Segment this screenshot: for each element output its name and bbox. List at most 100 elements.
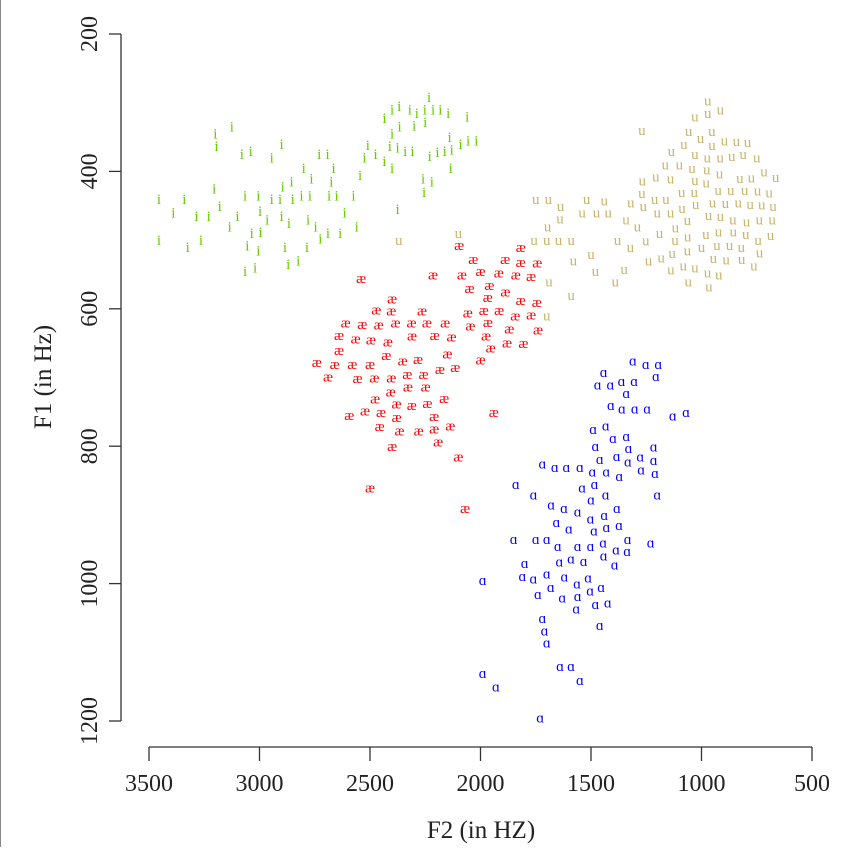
data-point: ɑ bbox=[625, 441, 633, 457]
data-point: æ bbox=[352, 371, 362, 387]
data-point: i bbox=[390, 161, 394, 177]
data-point: ɑ bbox=[521, 556, 529, 572]
data-point: u bbox=[758, 197, 766, 213]
data-point: ɑ bbox=[563, 460, 571, 476]
data-point: u bbox=[652, 169, 660, 185]
data-point: u bbox=[680, 137, 688, 153]
data-point: ɑ bbox=[565, 522, 573, 538]
data-point: i bbox=[228, 219, 232, 235]
data-point: u bbox=[684, 274, 692, 290]
data-point: æ bbox=[387, 291, 397, 307]
data-point: i bbox=[306, 212, 310, 228]
data-point: i bbox=[410, 144, 414, 160]
data-point: æ bbox=[500, 285, 510, 301]
data-point: i bbox=[309, 171, 313, 187]
data-point: i bbox=[213, 127, 217, 143]
data-point: i bbox=[296, 254, 300, 270]
data-point: u bbox=[555, 233, 563, 249]
data-point: i bbox=[446, 106, 450, 122]
data-point: u bbox=[543, 309, 551, 325]
data-point: u bbox=[639, 199, 647, 215]
data-point: i bbox=[280, 137, 284, 153]
data-point: ɑ bbox=[589, 422, 597, 438]
data-point: i bbox=[408, 103, 412, 119]
x-tick-label: 2500 bbox=[346, 771, 394, 797]
data-point: ɑ bbox=[624, 532, 632, 548]
data-point: æ bbox=[494, 303, 504, 319]
data-point: ɑ bbox=[586, 583, 594, 599]
data-point: u bbox=[754, 233, 762, 249]
data-point: æ bbox=[407, 328, 417, 344]
data-point: u bbox=[688, 161, 696, 177]
data-point: æ bbox=[323, 370, 333, 386]
data-point: u bbox=[726, 238, 734, 254]
data-point: æ bbox=[483, 290, 493, 306]
data-point: i bbox=[286, 257, 290, 273]
data-point: æ bbox=[376, 405, 386, 421]
data-point: ɑ bbox=[591, 597, 599, 613]
data-point: i bbox=[249, 144, 253, 160]
data-point: ɑ bbox=[669, 408, 677, 424]
data-point: ɑ bbox=[594, 377, 602, 393]
data-point: u bbox=[743, 215, 751, 231]
data-point: u bbox=[556, 212, 564, 228]
data-point: u bbox=[713, 238, 721, 254]
data-point: æ bbox=[500, 252, 510, 268]
data-point: æ bbox=[489, 405, 499, 421]
data-point: i bbox=[430, 175, 434, 191]
data-point: ɑ bbox=[650, 440, 658, 456]
data-point: ɑ bbox=[602, 464, 610, 480]
data-point: ɑ bbox=[556, 555, 564, 571]
data-point: u bbox=[656, 226, 664, 242]
data-point: ɑ bbox=[584, 570, 592, 586]
data-point: u bbox=[738, 252, 746, 268]
data-point: u bbox=[587, 247, 595, 263]
data-point: ɑ bbox=[567, 552, 575, 568]
data-point: u bbox=[754, 183, 762, 199]
data-point: ɑ bbox=[574, 539, 582, 555]
data-point: i bbox=[421, 171, 425, 187]
data-point: æ bbox=[457, 267, 467, 283]
data-point: u bbox=[715, 267, 723, 283]
data-point: ɑ bbox=[512, 477, 520, 493]
data-point: i bbox=[435, 145, 439, 161]
data-point: ɑ bbox=[604, 595, 612, 611]
data-point: u bbox=[698, 240, 706, 256]
data-point: æ bbox=[454, 238, 464, 254]
data-point: æ bbox=[428, 267, 438, 283]
data-point: u bbox=[690, 185, 698, 201]
data-point: ɑ bbox=[642, 357, 650, 373]
data-point: ɑ bbox=[650, 453, 658, 469]
data-point: u bbox=[691, 173, 699, 189]
data-point: ɑ bbox=[615, 518, 623, 534]
y-tick-label: 400 bbox=[77, 153, 103, 189]
data-point: æ bbox=[398, 354, 408, 370]
data-point: ɑ bbox=[611, 558, 619, 574]
data-point: i bbox=[157, 233, 161, 249]
data-point: æ bbox=[403, 380, 413, 396]
data-point: æ bbox=[463, 306, 473, 322]
data-point: u bbox=[654, 206, 662, 222]
data-point: u bbox=[722, 253, 730, 269]
data-point: æ bbox=[430, 328, 440, 344]
data-point: u bbox=[532, 192, 540, 208]
data-point: i bbox=[342, 206, 346, 222]
data-point: i bbox=[450, 142, 454, 158]
data-point: ɑ bbox=[590, 523, 598, 539]
data-point: æ bbox=[429, 422, 439, 438]
data-point: u bbox=[678, 185, 686, 201]
data-point: u bbox=[704, 151, 712, 167]
data-point: u bbox=[704, 94, 712, 110]
data-point: ɑ bbox=[576, 460, 584, 476]
data-point: u bbox=[567, 233, 575, 249]
data-point: ɑ bbox=[479, 666, 487, 682]
data-point: u bbox=[768, 212, 776, 228]
data-point: ɑ bbox=[612, 542, 620, 558]
data-point: u bbox=[627, 195, 635, 211]
data-point: u bbox=[620, 262, 628, 278]
data-point: æ bbox=[433, 435, 443, 451]
data-point: u bbox=[668, 144, 676, 160]
data-point: u bbox=[627, 240, 635, 256]
